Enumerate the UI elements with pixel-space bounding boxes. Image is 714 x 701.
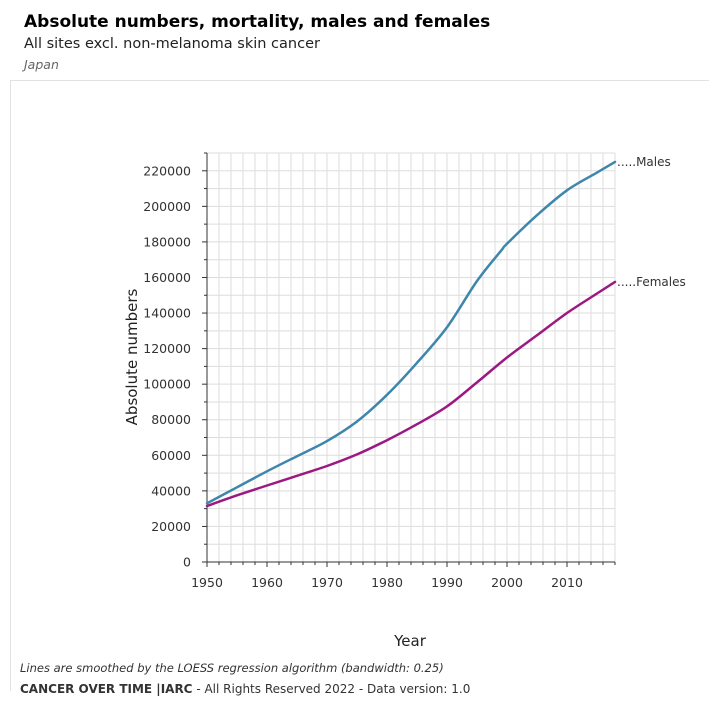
axes [202,152,616,567]
y-tick-label: 200000 [143,199,191,214]
series-lines [205,160,617,508]
y-tick-label: 60000 [151,448,191,463]
y-tick-label: 120000 [143,341,191,356]
y-axis-label: Absolute numbers [123,288,141,425]
x-tick-label: 1980 [371,575,403,590]
x-tick-label: 2000 [491,575,523,590]
footer-credits: CANCER OVER TIME |IARC - All Rights Rese… [20,682,470,696]
tick-labels: 0 20000 40000 60000 80000 100000 120000 140000 1… [143,163,583,590]
series-label-females: .....Females [617,275,686,289]
chart-panel [10,80,709,691]
series-line-males [205,160,617,505]
y-tick-label: 160000 [143,270,191,285]
x-axis-label: Year [393,632,427,650]
y-tick-label: 40000 [151,483,191,498]
x-tick-label: 2010 [551,575,583,590]
x-tick-label: 1950 [191,575,223,590]
country-label: Japan [24,57,59,72]
y-tick-label: 100000 [143,377,191,392]
x-tick-label: 1970 [311,575,343,590]
footer-brand: CANCER OVER TIME |IARC [20,682,193,696]
grid-lines [206,152,616,563]
series-label-males: .....Males [617,155,671,169]
x-tick-label: 1990 [431,575,463,590]
y-tick-label: 220000 [143,163,191,178]
series-labels: .....Males .....Females [617,155,686,289]
y-tick-label: 20000 [151,519,191,534]
smoothing-note: Lines are smoothed by the LOESS regressi… [20,661,444,675]
series-line-females [205,280,617,508]
chart-title: Absolute numbers, mortality, males and f… [24,12,491,32]
y-tick-label: 180000 [143,234,191,249]
y-tick-label: 80000 [151,412,191,427]
x-tick-label: 1960 [251,575,283,590]
y-tick-label: 0 [183,555,191,570]
chart-subtitle: All sites excl. non-melanoma skin cancer [24,36,320,52]
y-tick-label: 140000 [143,306,191,321]
footer-rights: - All Rights Reserved 2022 - Data versio… [192,682,471,696]
